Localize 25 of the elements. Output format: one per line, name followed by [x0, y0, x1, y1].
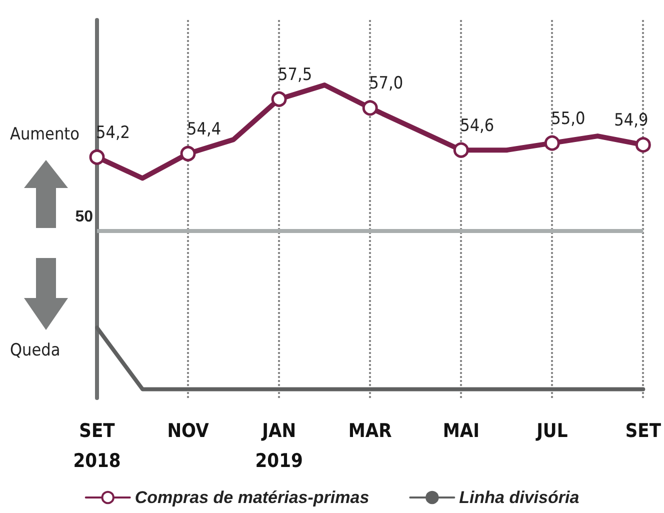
data-label: 54,6 — [460, 116, 494, 136]
legend-label: Linha divisória — [459, 488, 580, 507]
point — [362, 100, 378, 116]
x-tick-label: NOV — [167, 420, 210, 442]
data-label: 57,0 — [369, 74, 404, 94]
point — [271, 91, 287, 107]
x-tick-label: SET 2018 — [73, 420, 121, 472]
point — [89, 149, 105, 165]
text: Queda — [10, 340, 60, 360]
point — [453, 142, 469, 158]
legend-label: Compras de matérias-primas — [134, 488, 370, 507]
point — [544, 135, 560, 151]
x-tick-label: MAI — [442, 420, 480, 442]
text: Aumento — [10, 124, 80, 144]
ref-line-label: 50 — [75, 208, 94, 226]
data-label: 54,9 — [614, 110, 648, 131]
x-tick-label: MAR — [348, 420, 392, 442]
data-label: 54,4 — [187, 119, 222, 140]
data-label: 57,5 — [278, 64, 312, 85]
x-tick-label: SET — [625, 420, 662, 442]
data-label: 55,0 — [551, 108, 586, 129]
point — [180, 146, 196, 162]
point — [635, 137, 651, 153]
x-tick-label: JAN 2019 — [255, 420, 303, 472]
x-tick-label: JUL — [536, 420, 568, 442]
